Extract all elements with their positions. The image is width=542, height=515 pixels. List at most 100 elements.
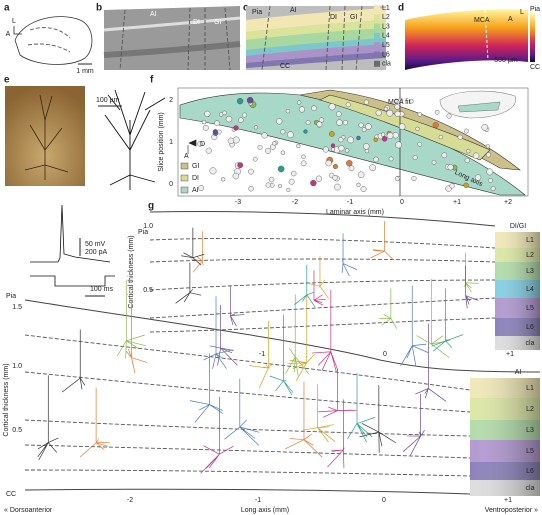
voltage-trace	[30, 204, 111, 263]
fit-label: MCA fit	[388, 99, 411, 106]
panel-label: d	[398, 3, 404, 14]
neuron	[431, 288, 464, 352]
compass-label: L	[520, 9, 524, 16]
region-label: AI	[290, 7, 297, 14]
cell-dot	[417, 112, 423, 117]
neuron	[359, 385, 397, 453]
x-tick-label: 0	[382, 497, 386, 504]
legend-swatch	[180, 186, 189, 194]
cell-dot	[227, 137, 235, 144]
layer-label: L1	[526, 385, 534, 392]
cell-dot	[232, 172, 240, 180]
cell-dot	[316, 121, 323, 128]
cell-dot	[261, 132, 268, 139]
region-label: DI	[330, 14, 337, 21]
neuron	[327, 399, 345, 469]
panel-label: a	[4, 3, 10, 14]
cell-dot	[369, 164, 377, 172]
layer-boundaries	[149, 237, 496, 333]
legend-swatch	[374, 60, 380, 67]
cell-dot	[311, 105, 317, 111]
cell-dot	[202, 124, 209, 131]
cell-dot	[373, 156, 379, 163]
layer-label: L3	[526, 427, 534, 434]
x-tick-label: -1	[347, 199, 353, 206]
cell-dot	[485, 152, 491, 158]
x-tick-label: -1	[255, 497, 261, 504]
neuron	[302, 384, 336, 443]
legend-swatch	[374, 51, 380, 58]
cell-dot	[286, 187, 291, 192]
legend-label: L6	[382, 51, 390, 58]
cell-dot	[330, 143, 336, 148]
cell-dot	[209, 167, 217, 175]
cell-dot	[300, 160, 307, 167]
cell-dot	[288, 178, 295, 185]
neuron	[294, 264, 316, 308]
cell-dot	[265, 147, 271, 154]
cell-dot	[388, 156, 394, 162]
cell-dot	[356, 135, 361, 141]
y-axis-label: Cortical thickness (mm)	[3, 363, 10, 436]
cell-dot	[329, 131, 335, 137]
cell-dot	[394, 110, 401, 117]
x-tick-label: +1	[506, 351, 514, 358]
neuron	[402, 394, 425, 456]
cell-dot	[252, 156, 258, 162]
x-tick-label: +2	[504, 199, 512, 206]
x-tick-label: +1	[453, 199, 461, 206]
legend-swatch	[180, 174, 189, 182]
inset-slab	[457, 101, 501, 113]
region-label: DI	[193, 19, 200, 26]
cell-dot	[394, 104, 400, 110]
cell-dot	[338, 145, 345, 152]
cell-dot	[301, 154, 306, 159]
neuron	[224, 378, 260, 446]
layer-boundaries	[24, 334, 471, 477]
cell-dot	[398, 97, 404, 103]
layer-l1	[246, 8, 386, 32]
neuron	[181, 227, 205, 266]
neuron	[229, 285, 245, 327]
cell-dot	[310, 179, 317, 187]
cell-dot	[386, 109, 394, 117]
cc-label: CC	[6, 491, 16, 498]
cell-dot	[336, 119, 343, 126]
cell-dot	[373, 137, 378, 142]
layer-label: L2	[526, 406, 534, 413]
cell-dot	[357, 171, 365, 179]
neuron	[37, 375, 59, 461]
neuron	[311, 289, 339, 372]
cell-dot	[412, 155, 418, 160]
colorbar	[530, 14, 535, 62]
x-tick-label: -1	[259, 351, 265, 358]
neuron	[308, 256, 329, 299]
pia-line	[149, 211, 496, 227]
neuron	[416, 279, 451, 359]
neuron	[318, 368, 357, 418]
neuron-reconstruction	[104, 89, 166, 190]
cell-dot	[253, 125, 258, 130]
cell-dot	[291, 170, 297, 177]
layer-label: L1	[526, 237, 534, 244]
cell-dot	[330, 147, 335, 152]
compass-label: L	[12, 18, 16, 25]
cell-dot	[446, 113, 452, 119]
cell-dot	[392, 132, 399, 139]
panel-label: g	[148, 201, 154, 212]
neuron	[79, 387, 110, 458]
cell-dot	[332, 175, 338, 181]
panel-label: f	[150, 75, 154, 86]
cell-dot	[399, 123, 406, 130]
cell-dot	[297, 100, 302, 105]
layer-label: cla	[526, 485, 535, 492]
cell-dot	[394, 176, 400, 181]
x-tick-label: 0	[383, 351, 387, 358]
neuron	[269, 314, 294, 396]
boundaries	[119, 7, 231, 71]
legend-swatch	[374, 32, 380, 39]
compass-label: A	[6, 31, 11, 38]
cell-dot	[212, 129, 218, 135]
layer-l3	[246, 28, 386, 50]
neuron	[370, 221, 394, 261]
